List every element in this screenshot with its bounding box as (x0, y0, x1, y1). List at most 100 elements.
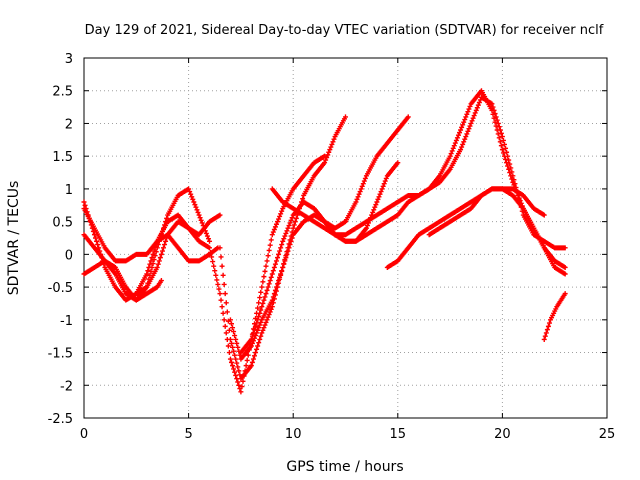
data-point (237, 372, 243, 378)
data-point (289, 215, 295, 221)
data-point (250, 330, 256, 336)
data-point (160, 225, 166, 231)
data-point (160, 245, 166, 251)
data-point (233, 356, 239, 362)
data-point (371, 207, 377, 213)
data-point (324, 154, 330, 160)
data-point (148, 258, 154, 264)
data-point (476, 100, 482, 106)
x-tick-label: 0 (80, 427, 88, 442)
data-point (159, 248, 165, 254)
x-tick-label: 15 (390, 427, 407, 442)
data-point (448, 151, 454, 157)
data-point (94, 238, 100, 244)
data-point (504, 160, 510, 166)
data-point (190, 196, 196, 202)
data-point (234, 340, 240, 346)
data-point (282, 258, 288, 264)
data-point (331, 136, 337, 142)
grid (84, 58, 607, 418)
data-point (543, 330, 549, 336)
data-point (258, 289, 264, 295)
data-point (236, 382, 242, 388)
data-point (354, 196, 360, 202)
data-point (93, 235, 99, 241)
data-point (500, 137, 506, 143)
data-point (272, 224, 278, 230)
data-point (258, 333, 264, 339)
y-tick-label: -1.5 (48, 347, 73, 362)
data-point (205, 236, 211, 242)
data-point (272, 287, 278, 293)
y-tick-label: 2.5 (52, 85, 73, 100)
data-point (284, 251, 290, 257)
y-tick-label: -1 (60, 314, 73, 329)
data-point (255, 343, 261, 349)
data-point (230, 325, 236, 331)
data-point (497, 139, 503, 145)
data-point (256, 340, 262, 346)
data-point (251, 353, 257, 359)
data-point (250, 356, 256, 362)
data-point (292, 219, 298, 225)
data-point (232, 352, 238, 358)
data-point (463, 114, 469, 120)
data-point (370, 209, 376, 215)
data-point (231, 366, 237, 372)
data-point (196, 212, 202, 218)
data-point (265, 314, 271, 320)
data-point (259, 284, 265, 290)
data-point (542, 333, 548, 339)
data-point (268, 274, 274, 280)
data-point (269, 271, 275, 277)
data-point (231, 348, 237, 354)
data-point (489, 107, 495, 113)
data-point (266, 312, 272, 318)
data-point (509, 176, 515, 182)
data-point (493, 123, 499, 129)
data-point (378, 189, 384, 195)
data-point (544, 327, 550, 333)
data-point (395, 160, 401, 166)
data-point (254, 320, 260, 326)
data-point (322, 160, 328, 166)
data-point (224, 309, 230, 315)
data-point (360, 181, 366, 187)
data-point (379, 186, 385, 192)
data-point (270, 268, 276, 274)
data-point (383, 175, 389, 181)
data-point (496, 135, 502, 141)
data-point (248, 363, 254, 369)
y-tick-label: 1.5 (52, 150, 73, 165)
data-series (227, 114, 411, 362)
data-point (287, 220, 293, 226)
data-point (207, 245, 213, 251)
data-point (453, 137, 459, 143)
data-point (212, 268, 218, 274)
data-point (232, 369, 238, 375)
data-point (447, 153, 453, 159)
data-point (256, 300, 262, 306)
data-point (283, 255, 289, 261)
data-point (382, 178, 388, 184)
data-point (270, 294, 276, 300)
data-point (251, 327, 257, 333)
data-point (199, 220, 205, 226)
data-point (377, 191, 383, 197)
data-point (545, 323, 551, 329)
data-point (473, 107, 479, 113)
data-point (219, 304, 225, 310)
y-tick-label: -2.5 (48, 412, 73, 427)
data-point (162, 242, 168, 248)
data-point (264, 317, 270, 323)
data-point (288, 217, 294, 223)
data-point (458, 127, 464, 133)
data-point (157, 255, 163, 261)
y-tick-label: -0.5 (48, 281, 73, 296)
data-point (272, 261, 278, 267)
data-point (208, 249, 214, 255)
data-point (541, 212, 547, 218)
data-point (258, 307, 264, 313)
data-point (459, 124, 465, 130)
